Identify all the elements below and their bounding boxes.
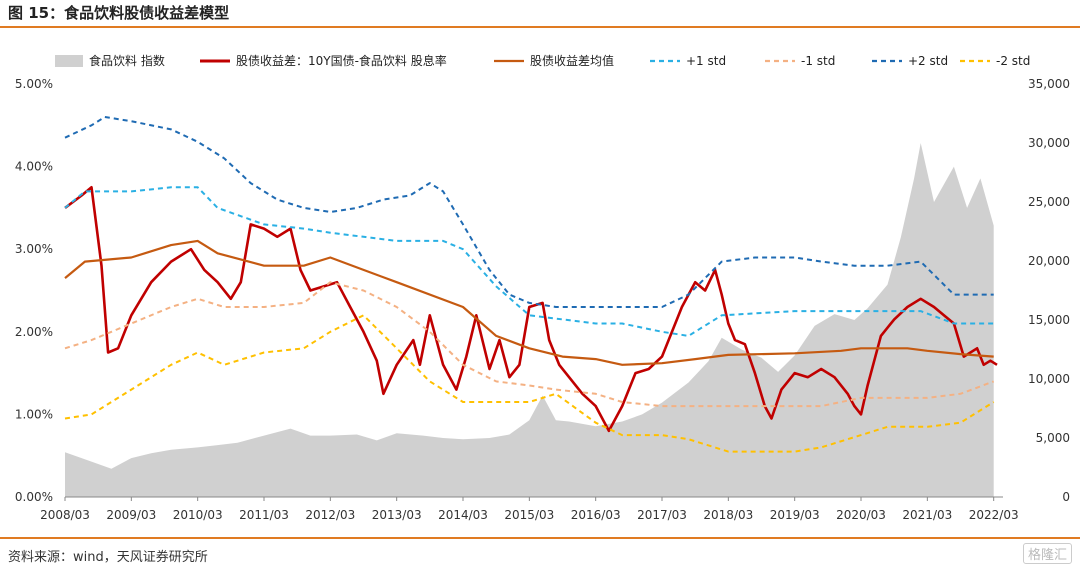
x-tick-label: 2012/03 <box>305 508 355 522</box>
x-tick-label: 2022/03 <box>969 508 1019 522</box>
x-tick-label: 2018/03 <box>703 508 753 522</box>
series-line-3 <box>64 186 994 337</box>
legend-label: 股债收益差均值 <box>530 53 614 68</box>
legend-label: -1 std <box>801 54 835 68</box>
series-line-4 <box>64 281 995 408</box>
series-line-6 <box>64 314 995 453</box>
x-tick-label: 2009/03 <box>106 508 156 522</box>
index-area-layer <box>65 143 994 497</box>
y-left-tick-label: 2.00% <box>15 325 53 339</box>
y-left-tick-label: 1.00% <box>15 407 53 421</box>
x-tick-label: 2015/03 <box>504 508 554 522</box>
series-layer <box>64 116 998 453</box>
legend-label: +2 std <box>908 54 948 68</box>
y-left-tick-label: 3.00% <box>15 242 53 256</box>
y-right-tick-label: 0 <box>1062 490 1070 504</box>
y-right-tick-label: 10,000 <box>1028 372 1070 386</box>
bottom-rule <box>0 537 1080 539</box>
y-right-tick-label: 30,000 <box>1028 136 1070 150</box>
x-tick-label: 2020/03 <box>836 508 886 522</box>
x-tick-label: 2019/03 <box>770 508 820 522</box>
source-note: 资料来源：wind，天风证券研究所 <box>8 550 208 565</box>
watermark-logo: 格隆汇 <box>1022 543 1072 564</box>
x-tick-label: 2014/03 <box>438 508 488 522</box>
y-left-tick-label: 4.00% <box>15 160 53 174</box>
y-right-tick-label: 20,000 <box>1028 254 1070 268</box>
x-tick-label: 2016/03 <box>571 508 621 522</box>
series-line-5 <box>64 116 994 308</box>
legend-swatch-area <box>55 55 83 67</box>
x-tick-label: 2013/03 <box>372 508 422 522</box>
figure-title: 图 15：食品饮料股债收益差模型 <box>8 4 230 22</box>
x-tick-label: 2011/03 <box>239 508 289 522</box>
y-left-tick-label: 0.00% <box>15 490 53 504</box>
y-right-tick-label: 15,000 <box>1028 313 1070 327</box>
y-right-tick-label: 25,000 <box>1028 195 1070 209</box>
x-tick-label: 2010/03 <box>173 508 223 522</box>
legend: 食品饮料 指数 股债收益差：10Y国债-食品饮料 股息率 股债收益差均值 +1 std… <box>55 53 1030 68</box>
series-line-2 <box>64 239 994 366</box>
legend-label: 股债收益差：10Y国债-食品饮料 股息率 <box>236 53 447 68</box>
series-index-area <box>65 143 994 497</box>
legend-label: +1 std <box>686 54 726 68</box>
y-right-tick-label: 35,000 <box>1028 77 1070 91</box>
x-tick-label: 2017/03 <box>637 508 687 522</box>
legend-label: -2 std <box>996 54 1030 68</box>
series-line-1 <box>64 186 998 433</box>
y-left-tick-label: 5.00% <box>15 77 53 91</box>
legend-label: 食品饮料 指数 <box>89 53 165 68</box>
axes-layer: 0.00% 1.00% 2.00% 3.00% 4.00% 5.00% 0 5,000 10,0… <box>15 77 1070 522</box>
x-tick-label: 2008/03 <box>40 508 90 522</box>
top-rule <box>0 26 1080 28</box>
x-tick-label: 2021/03 <box>902 508 952 522</box>
y-right-tick-label: 5,000 <box>1036 431 1070 445</box>
